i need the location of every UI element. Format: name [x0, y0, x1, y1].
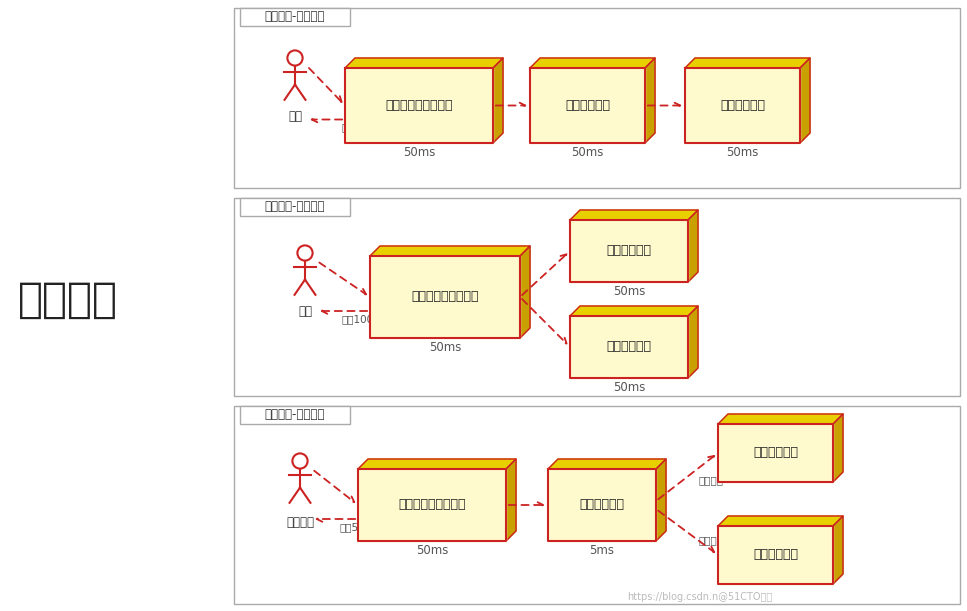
- Text: 异步读取: 异步读取: [698, 475, 723, 485]
- Polygon shape: [530, 68, 645, 143]
- Polygon shape: [240, 406, 350, 424]
- Text: 响应100ms: 响应100ms: [341, 314, 389, 324]
- Polygon shape: [833, 516, 843, 584]
- Polygon shape: [345, 58, 503, 68]
- Polygon shape: [570, 316, 688, 378]
- Text: 发送注册短信: 发送注册短信: [606, 340, 652, 354]
- Polygon shape: [345, 68, 493, 143]
- Text: 异步读取: 异步读取: [698, 535, 723, 545]
- Text: 写入消息队列: 写入消息队列: [579, 499, 625, 511]
- Polygon shape: [718, 516, 843, 526]
- Polygon shape: [718, 526, 833, 584]
- Polygon shape: [645, 58, 655, 143]
- Text: 发送注册短信: 发送注册短信: [720, 99, 765, 112]
- Polygon shape: [493, 58, 503, 143]
- Text: 消息队列-异步消息: 消息队列-异步消息: [265, 200, 325, 213]
- Polygon shape: [718, 414, 843, 424]
- Text: 注册信息写入数据库: 注册信息写入数据库: [411, 290, 479, 304]
- Text: 注册信息写入数据库: 注册信息写入数据库: [385, 99, 453, 112]
- Polygon shape: [358, 459, 516, 469]
- Polygon shape: [240, 198, 350, 216]
- Polygon shape: [548, 459, 666, 469]
- Text: 发送注册短信: 发送注册短信: [753, 549, 798, 562]
- Text: 异步处理: 异步处理: [18, 279, 118, 321]
- Text: 50ms: 50ms: [416, 544, 448, 557]
- Text: 5ms: 5ms: [590, 544, 614, 557]
- Polygon shape: [688, 210, 698, 282]
- Text: 注册信息写入数据库: 注册信息写入数据库: [398, 499, 466, 511]
- Text: 50ms: 50ms: [726, 146, 759, 159]
- Polygon shape: [234, 198, 960, 396]
- Polygon shape: [688, 306, 698, 378]
- Text: 发送注册邮件: 发送注册邮件: [565, 99, 610, 112]
- Text: 50ms: 50ms: [613, 285, 645, 298]
- Polygon shape: [234, 406, 960, 604]
- Polygon shape: [570, 220, 688, 282]
- Text: 50ms: 50ms: [613, 381, 645, 394]
- Text: 响应55ms: 响应55ms: [339, 522, 381, 532]
- Text: 50ms: 50ms: [571, 146, 603, 159]
- Polygon shape: [506, 459, 516, 541]
- Polygon shape: [370, 246, 530, 256]
- Polygon shape: [240, 8, 350, 26]
- Polygon shape: [685, 68, 800, 143]
- Polygon shape: [833, 414, 843, 482]
- Text: 发送注册邮件: 发送注册邮件: [753, 447, 798, 459]
- Polygon shape: [718, 424, 833, 482]
- Polygon shape: [570, 306, 698, 316]
- Polygon shape: [685, 58, 810, 68]
- Polygon shape: [548, 469, 656, 541]
- Polygon shape: [520, 246, 530, 338]
- Text: 消息队列-异步消息: 消息队列-异步消息: [265, 10, 325, 23]
- Polygon shape: [234, 8, 960, 188]
- Polygon shape: [530, 58, 655, 68]
- Text: 注册用户: 注册用户: [286, 516, 314, 529]
- Polygon shape: [656, 459, 666, 541]
- Polygon shape: [358, 469, 506, 541]
- Text: 发送注册邮件: 发送注册邮件: [606, 244, 652, 257]
- Text: https://blog.csdn.n@51CTO锦鲁: https://blog.csdn.n@51CTO锦鲁: [628, 592, 773, 602]
- Polygon shape: [370, 256, 520, 338]
- Text: 响应150ms: 响应150ms: [341, 122, 389, 133]
- Text: 用户: 用户: [298, 305, 312, 318]
- Text: 用户: 用户: [288, 110, 302, 123]
- Text: 消息队列-异步消息: 消息队列-异步消息: [265, 409, 325, 422]
- Text: 50ms: 50ms: [403, 146, 435, 159]
- Text: 50ms: 50ms: [428, 341, 461, 354]
- Polygon shape: [800, 58, 810, 143]
- Polygon shape: [570, 210, 698, 220]
